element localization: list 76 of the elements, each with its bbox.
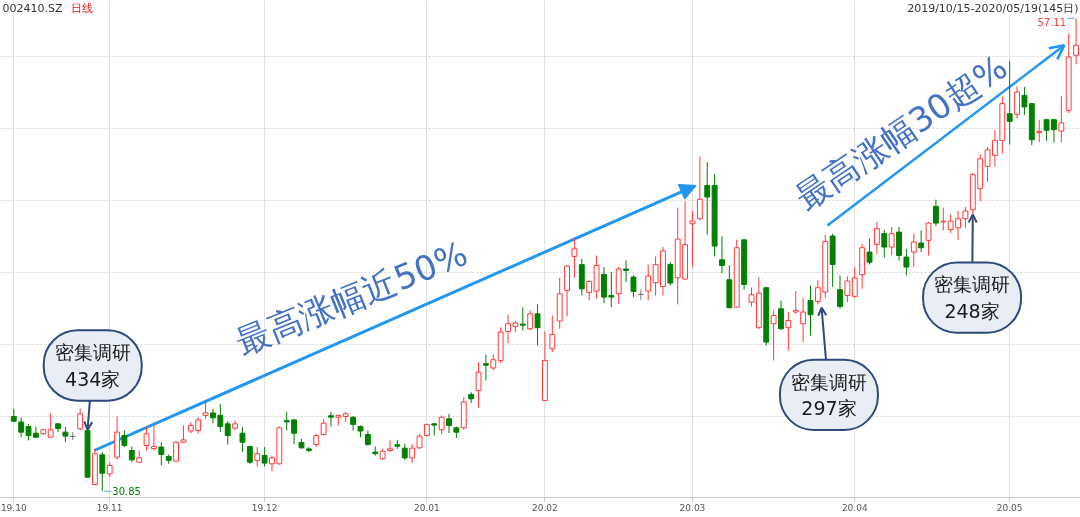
annotation: 最高涨幅30超% (788, 46, 1015, 218)
candlestick (534, 303, 541, 347)
candlestick (667, 261, 674, 286)
candlestick (409, 443, 416, 464)
candlestick (873, 221, 880, 255)
candlestick (778, 300, 784, 331)
candlestick (925, 221, 932, 256)
candlestick (387, 439, 393, 453)
candlestick (202, 399, 209, 420)
candlestick (232, 419, 239, 432)
candlestick (571, 238, 578, 279)
candlestick (527, 309, 534, 331)
candlestick (881, 229, 888, 259)
candlestick (158, 441, 165, 466)
x-tick-label: 20.05 (996, 502, 1023, 513)
candlestick (261, 446, 268, 468)
candlestick (1036, 119, 1043, 143)
annotation: 最高涨幅近50% (230, 233, 473, 363)
candlestick (719, 235, 725, 274)
candlestick (438, 414, 445, 435)
candlestick (888, 226, 895, 256)
x-tick-label: 19.11 (96, 502, 123, 513)
candlestick (246, 444, 253, 465)
candlestick (239, 426, 246, 453)
candlestick (446, 413, 452, 434)
chart-subtitle: 日线 (70, 2, 93, 15)
candlestick (918, 229, 925, 253)
x-tick-label: 20.01 (414, 502, 440, 513)
candlestick (785, 311, 792, 351)
candlestick (475, 361, 482, 409)
candlestick (851, 266, 858, 299)
candlestick (254, 446, 261, 468)
candlestick (932, 199, 939, 227)
candlestick (896, 226, 902, 261)
annotation: 2019/10/15-2020/05/19(145日) (907, 2, 1079, 15)
candlestick (910, 233, 917, 268)
candlestick (482, 354, 489, 381)
x-tick-label: 19.10 (0, 502, 27, 513)
candlestick (940, 207, 947, 231)
annotation: 密集调研 248家 (934, 273, 1011, 322)
annotation: 30.85 (112, 486, 141, 498)
candlestick (770, 309, 777, 361)
candlestick (47, 412, 54, 439)
candlestick (696, 155, 703, 221)
x-tick-label: 20.04 (841, 502, 868, 513)
candlestick (903, 248, 910, 276)
candlestick (350, 415, 357, 432)
candlestick (77, 408, 84, 432)
candlestick (99, 451, 106, 492)
x-tick-label: 19.12 (251, 502, 278, 513)
candlestick (224, 420, 231, 446)
candlestick (151, 423, 157, 451)
candlestick (623, 259, 630, 283)
x-tick-label: 20.02 (532, 502, 558, 513)
candlestick (866, 238, 873, 265)
annotation: 密集调研 297家 (790, 370, 867, 420)
candlestick (549, 314, 556, 353)
candlestick (689, 210, 696, 268)
candlestick (1058, 95, 1065, 143)
candlestick (800, 297, 807, 343)
chart-title: 002410.SZ (2, 2, 63, 15)
candlestick (1073, 17, 1080, 65)
candlestick (1006, 60, 1013, 145)
candlestick (630, 274, 637, 298)
candlestick (1014, 85, 1020, 120)
annotation: 57.11 (1037, 17, 1067, 29)
candlestick (328, 411, 334, 428)
annotation: 密集调研 434家 (54, 341, 131, 390)
candlestick (704, 161, 711, 236)
candlestick (844, 275, 851, 303)
candlestick (792, 290, 799, 315)
x-tick-label: 20.03 (679, 502, 706, 513)
candlestick (519, 306, 526, 331)
candlestick (143, 426, 150, 451)
candlestick (837, 274, 843, 310)
candlestick (807, 284, 814, 336)
